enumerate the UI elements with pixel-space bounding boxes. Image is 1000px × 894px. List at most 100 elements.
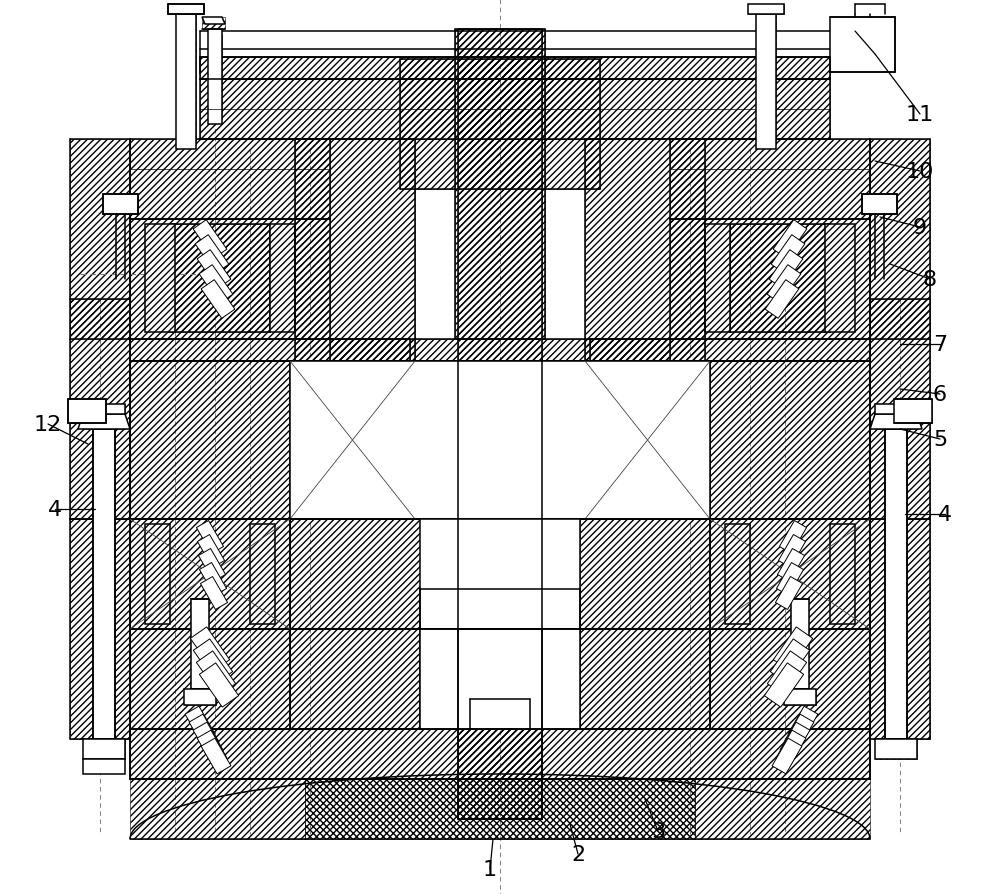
Polygon shape [779, 521, 807, 554]
Bar [670, 139, 870, 220]
Bar [710, 361, 870, 519]
Text: 10: 10 [906, 162, 934, 181]
Polygon shape [184, 689, 216, 705]
Polygon shape [198, 549, 226, 582]
Bar [458, 30, 542, 819]
Bar [191, 599, 209, 689]
Polygon shape [199, 663, 239, 707]
Polygon shape [83, 405, 125, 415]
Text: 2: 2 [571, 844, 585, 864]
Polygon shape [875, 405, 917, 415]
Polygon shape [78, 415, 130, 429]
Text: 3: 3 [651, 821, 665, 841]
Bar [68, 400, 106, 424]
Polygon shape [830, 525, 855, 624]
Bar [83, 415, 125, 429]
Bar [93, 429, 115, 739]
Polygon shape [250, 525, 275, 624]
Polygon shape [197, 535, 225, 568]
Polygon shape [773, 221, 807, 259]
Polygon shape [776, 730, 806, 766]
Bar [295, 139, 415, 479]
Bar [710, 519, 870, 629]
Bar [184, 689, 216, 705]
Bar [130, 780, 305, 839]
Bar [862, 195, 897, 215]
Bar [835, 22, 890, 69]
Polygon shape [764, 663, 804, 707]
Polygon shape [193, 639, 233, 683]
Bar [200, 58, 830, 80]
Polygon shape [196, 651, 236, 696]
Polygon shape [725, 525, 750, 624]
Polygon shape [193, 221, 227, 259]
Polygon shape [773, 628, 813, 671]
Polygon shape [875, 739, 917, 759]
Bar [870, 299, 930, 340]
Polygon shape [185, 706, 215, 742]
Bar [168, 5, 204, 15]
Polygon shape [772, 738, 802, 774]
Polygon shape [200, 577, 228, 610]
Bar [830, 18, 895, 73]
Bar [894, 400, 932, 424]
Polygon shape [748, 5, 784, 15]
Polygon shape [189, 714, 219, 750]
Polygon shape [197, 250, 231, 289]
Polygon shape [193, 722, 223, 758]
Bar [191, 599, 209, 689]
Text: 5: 5 [933, 429, 947, 450]
Bar [420, 629, 580, 730]
Bar [68, 400, 106, 424]
Bar [695, 780, 870, 839]
Polygon shape [83, 759, 125, 774]
Bar [420, 519, 580, 629]
Polygon shape [769, 250, 803, 289]
Bar [885, 429, 907, 739]
Text: 4: 4 [48, 500, 62, 519]
Bar [290, 629, 420, 730]
Text: 1: 1 [483, 859, 497, 879]
Bar [330, 340, 410, 479]
Polygon shape [199, 563, 227, 595]
Text: 8: 8 [923, 270, 937, 290]
Bar [93, 429, 115, 739]
Polygon shape [767, 266, 801, 304]
Bar [200, 80, 830, 139]
Bar [400, 60, 600, 190]
Bar [305, 780, 695, 839]
Polygon shape [825, 224, 855, 333]
Bar [875, 739, 917, 759]
Polygon shape [767, 651, 807, 696]
Bar [580, 519, 710, 629]
Bar [862, 195, 897, 215]
Polygon shape [705, 224, 730, 333]
Polygon shape [196, 521, 224, 554]
Bar [130, 519, 290, 629]
Bar [130, 361, 290, 519]
Bar [83, 405, 125, 415]
Bar [875, 415, 917, 429]
Bar [130, 139, 330, 220]
Polygon shape [777, 549, 805, 582]
Text: 4: 4 [938, 504, 952, 525]
Bar [791, 599, 809, 689]
Text: 6: 6 [933, 384, 947, 405]
Polygon shape [270, 224, 295, 333]
Bar [130, 629, 290, 730]
Bar [710, 629, 870, 730]
Polygon shape [765, 281, 799, 319]
Polygon shape [784, 714, 814, 750]
Polygon shape [197, 730, 227, 766]
Bar [784, 689, 816, 705]
Polygon shape [145, 224, 175, 333]
Text: 7: 7 [933, 334, 947, 355]
Bar [580, 629, 710, 730]
Bar [70, 299, 130, 340]
Text: 11: 11 [906, 105, 934, 125]
Polygon shape [788, 706, 818, 742]
Bar [130, 340, 870, 361]
Bar [894, 400, 932, 424]
Bar [590, 340, 670, 479]
Bar [455, 30, 545, 340]
